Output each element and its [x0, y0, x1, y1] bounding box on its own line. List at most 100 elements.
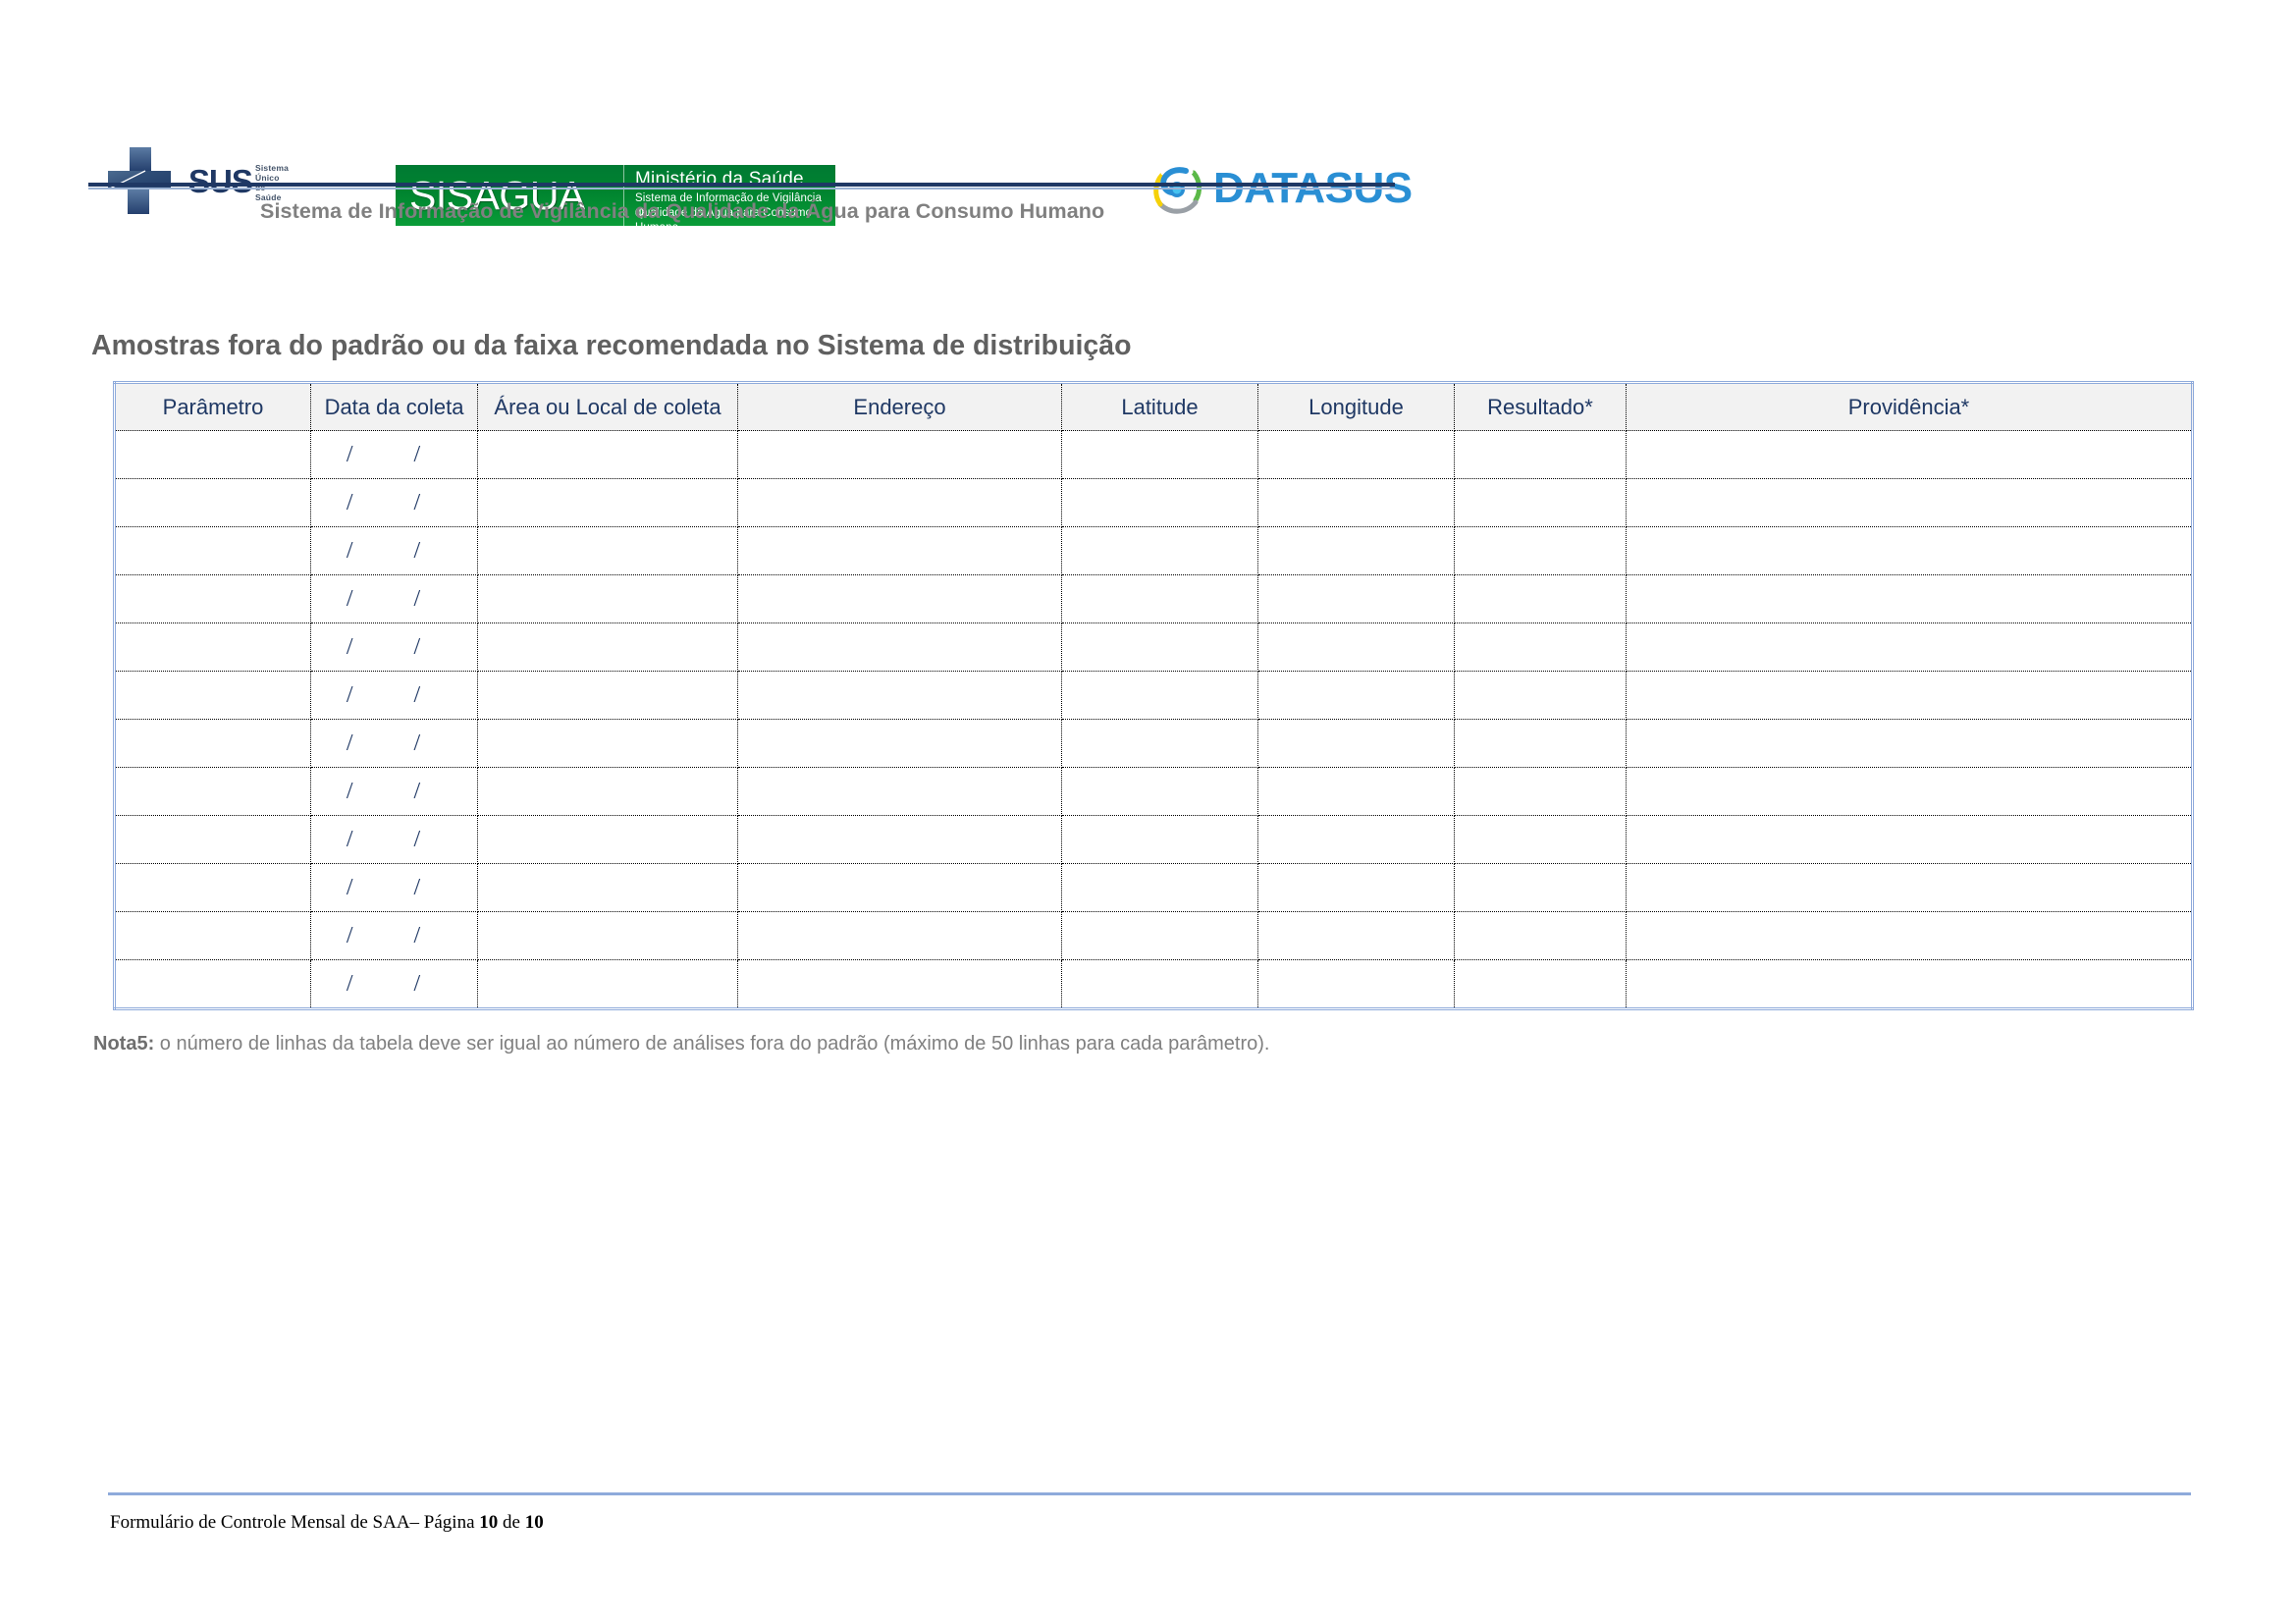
cell-endereco[interactable]	[737, 574, 1062, 623]
cell-latitude[interactable]	[1061, 574, 1258, 623]
cell-latitude[interactable]	[1061, 526, 1258, 575]
cell-area[interactable]	[477, 959, 738, 1009]
cell-data-coleta[interactable]: / /	[310, 574, 478, 623]
cell-parametro[interactable]	[114, 719, 311, 768]
cell-parametro[interactable]	[114, 478, 311, 527]
cell-longitude[interactable]	[1257, 478, 1455, 527]
cell-latitude[interactable]	[1061, 430, 1258, 479]
cell-resultado[interactable]	[1454, 767, 1627, 816]
cell-area[interactable]	[477, 574, 738, 623]
cell-resultado[interactable]	[1454, 623, 1627, 672]
cell-resultado[interactable]	[1454, 526, 1627, 575]
cell-providencia[interactable]	[1626, 815, 2193, 864]
cell-data-coleta[interactable]: / /	[310, 815, 478, 864]
cell-data-coleta[interactable]: / /	[310, 863, 478, 912]
cell-latitude[interactable]	[1061, 911, 1258, 960]
cell-data-coleta[interactable]: / /	[310, 671, 478, 720]
cell-latitude[interactable]	[1061, 863, 1258, 912]
cell-providencia[interactable]	[1626, 767, 2193, 816]
cell-resultado[interactable]	[1454, 574, 1627, 623]
cell-latitude[interactable]	[1061, 719, 1258, 768]
cell-providencia[interactable]	[1626, 671, 2193, 720]
cell-longitude[interactable]	[1257, 623, 1455, 672]
cell-parametro[interactable]	[114, 430, 311, 479]
cell-longitude[interactable]	[1257, 911, 1455, 960]
cell-latitude[interactable]	[1061, 815, 1258, 864]
cell-area[interactable]	[477, 767, 738, 816]
cell-endereco[interactable]	[737, 623, 1062, 672]
cell-latitude[interactable]	[1061, 478, 1258, 527]
cell-providencia[interactable]	[1626, 719, 2193, 768]
cell-parametro[interactable]	[114, 526, 311, 575]
cell-resultado[interactable]	[1454, 863, 1627, 912]
cell-providencia[interactable]	[1626, 911, 2193, 960]
cell-latitude[interactable]	[1061, 671, 1258, 720]
cell-resultado[interactable]	[1454, 478, 1627, 527]
cell-area[interactable]	[477, 430, 738, 479]
cell-providencia[interactable]	[1626, 623, 2193, 672]
cell-resultado[interactable]	[1454, 815, 1627, 864]
cell-resultado[interactable]	[1454, 911, 1627, 960]
cell-longitude[interactable]	[1257, 526, 1455, 575]
cell-endereco[interactable]	[737, 911, 1062, 960]
table-row: / /	[114, 911, 2193, 960]
cell-longitude[interactable]	[1257, 719, 1455, 768]
cell-area[interactable]	[477, 526, 738, 575]
cell-longitude[interactable]	[1257, 767, 1455, 816]
cell-parametro[interactable]	[114, 911, 311, 960]
cell-endereco[interactable]	[737, 671, 1062, 720]
cell-parametro[interactable]	[114, 767, 311, 816]
cell-area[interactable]	[477, 815, 738, 864]
cell-data-coleta[interactable]: / /	[310, 623, 478, 672]
cell-latitude[interactable]	[1061, 623, 1258, 672]
cell-resultado[interactable]	[1454, 959, 1627, 1009]
cell-data-coleta[interactable]: / /	[310, 478, 478, 527]
cell-area[interactable]	[477, 623, 738, 672]
cell-endereco[interactable]	[737, 719, 1062, 768]
cell-resultado[interactable]	[1454, 719, 1627, 768]
cell-providencia[interactable]	[1626, 526, 2193, 575]
cell-longitude[interactable]	[1257, 863, 1455, 912]
cell-parametro[interactable]	[114, 815, 311, 864]
cell-data-coleta[interactable]: / /	[310, 911, 478, 960]
cell-providencia[interactable]	[1626, 863, 2193, 912]
table-note-label: Nota5:	[93, 1033, 155, 1055]
cell-parametro[interactable]	[114, 863, 311, 912]
cell-data-coleta[interactable]: / /	[310, 526, 478, 575]
cell-data-coleta[interactable]: / /	[310, 767, 478, 816]
cell-endereco[interactable]	[737, 478, 1062, 527]
cell-parametro[interactable]	[114, 574, 311, 623]
cell-longitude[interactable]	[1257, 574, 1455, 623]
cell-longitude[interactable]	[1257, 671, 1455, 720]
cell-data-coleta[interactable]: / /	[310, 430, 478, 479]
cell-endereco[interactable]	[737, 526, 1062, 575]
cell-area[interactable]	[477, 671, 738, 720]
cell-area[interactable]	[477, 863, 738, 912]
cell-endereco[interactable]	[737, 959, 1062, 1009]
cell-endereco[interactable]	[737, 815, 1062, 864]
cell-data-coleta[interactable]: / /	[310, 719, 478, 768]
cell-providencia[interactable]	[1626, 478, 2193, 527]
cell-parametro[interactable]	[114, 671, 311, 720]
cell-parametro[interactable]	[114, 959, 311, 1009]
cell-area[interactable]	[477, 478, 738, 527]
cell-endereco[interactable]	[737, 430, 1062, 479]
cell-area[interactable]	[477, 719, 738, 768]
cell-area[interactable]	[477, 911, 738, 960]
cell-latitude[interactable]	[1061, 767, 1258, 816]
cell-data-coleta[interactable]: / /	[310, 959, 478, 1009]
cell-longitude[interactable]	[1257, 815, 1455, 864]
date-slashes: / /	[346, 922, 449, 948]
cell-resultado[interactable]	[1454, 430, 1627, 479]
date-slashes: / /	[346, 826, 449, 852]
cell-longitude[interactable]	[1257, 959, 1455, 1009]
cell-endereco[interactable]	[737, 767, 1062, 816]
cell-providencia[interactable]	[1626, 959, 2193, 1009]
cell-parametro[interactable]	[114, 623, 311, 672]
cell-endereco[interactable]	[737, 863, 1062, 912]
cell-resultado[interactable]	[1454, 671, 1627, 720]
cell-providencia[interactable]	[1626, 430, 2193, 479]
cell-providencia[interactable]	[1626, 574, 2193, 623]
cell-longitude[interactable]	[1257, 430, 1455, 479]
cell-latitude[interactable]	[1061, 959, 1258, 1009]
